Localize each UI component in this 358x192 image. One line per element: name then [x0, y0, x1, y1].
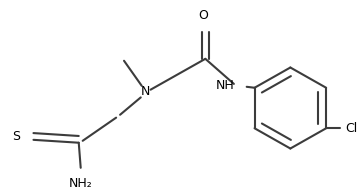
Text: N: N — [141, 85, 150, 98]
Text: NH: NH — [216, 79, 235, 92]
Text: Cl: Cl — [345, 122, 358, 135]
Text: O: O — [198, 9, 208, 22]
Text: S: S — [12, 130, 20, 143]
Text: NH₂: NH₂ — [69, 177, 93, 190]
